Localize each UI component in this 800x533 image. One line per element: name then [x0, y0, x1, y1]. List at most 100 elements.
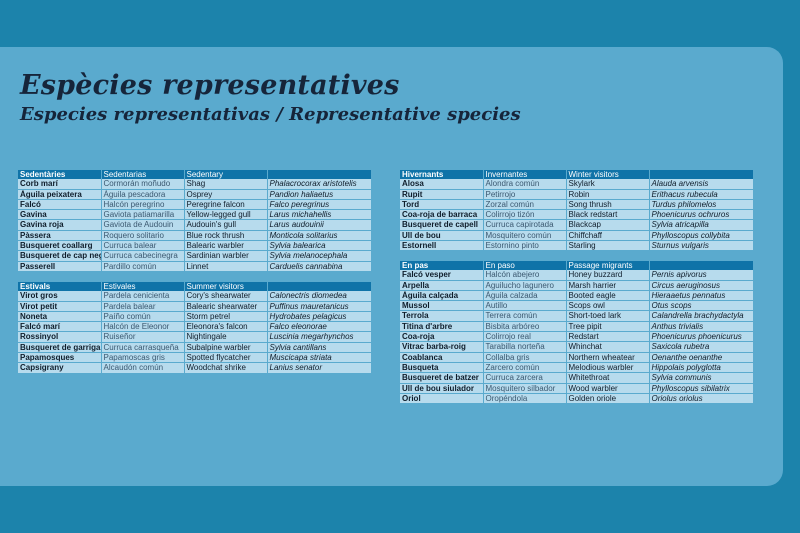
table-row: Busqueret de garriga Curruca carrasqueña S… [18, 342, 372, 354]
catalan-name: Passerell [18, 261, 102, 272]
spanish-name: Pardillo común [101, 261, 185, 272]
spanish-name: Halcón de Eleonor [101, 321, 185, 333]
catalan-name: Virot petit [18, 301, 102, 312]
scientific-name: Lanius senator [267, 362, 372, 374]
scientific-name: Luscinia megarhynchos [267, 331, 372, 343]
table-row: Coablanca Collalba gris Northern wheatear O… [400, 352, 754, 363]
catalan-name: Tord [400, 199, 484, 211]
english-name: Sardinian warbler [184, 250, 268, 262]
catalan-name: Falcó [18, 199, 102, 211]
english-name: Eleonora's falcon [184, 321, 268, 333]
catalan-name: Gavina roja [18, 219, 102, 231]
english-name: Tree pipit [566, 321, 650, 333]
table-row: Ull de bou siulador Mosquitero silbador Wo… [400, 383, 754, 394]
table-row: Falcó vesper Halcón abejero Honey buzzard P… [400, 270, 754, 281]
catalan-name: Vitrac barba-roig [400, 341, 484, 353]
scientific-name: Muscicapa striata [267, 352, 372, 364]
english-name: Chiffchaff [566, 230, 650, 242]
scientific-name: Hippolais polyglotta [649, 362, 754, 374]
spanish-name: Roquero solitario [101, 230, 185, 242]
spanish-name: Tarabilla norteña [483, 341, 567, 353]
table-row: Àguila calçada Águila calzada Booted eagle… [400, 290, 754, 302]
spanish-name: Curruca balear [101, 240, 185, 252]
column-header: Hivernants [400, 170, 484, 180]
english-name: Golden oriole [566, 393, 650, 405]
spanish-name: Águila pescadora [101, 189, 185, 200]
table-row: Pàssera Roquero solitario Blue rock thrush… [18, 230, 372, 242]
spanish-name: Gaviota patiamarilla [101, 209, 185, 221]
catalan-name: Corb marí [18, 179, 102, 190]
catalan-name: Busqueta [400, 362, 484, 374]
table-hivernants: Hivernants Invernantes Winter visitors Alos… [400, 170, 754, 252]
scientific-name: Puffinus mauretanicus [267, 301, 372, 312]
catalan-name: Alosa [400, 179, 484, 190]
spanish-name: Gaviota de Audouin [101, 219, 185, 231]
catalan-name: Falcó vesper [400, 270, 484, 281]
spanish-name: Paíño común [101, 311, 185, 323]
table-row: Coa-roja Colirrojo real Redstart Phoenicuru… [400, 331, 754, 343]
table-row: Corb marí Cormorán moñudo Shag Phalacrocora… [18, 179, 372, 190]
column-header [649, 170, 754, 180]
table-row: Busqueret de cap negreCurruca cabecinegr… [18, 250, 372, 262]
table-row: Busqueta Zarcero común Melodious warbler Hi… [400, 362, 754, 374]
spanish-name: Oropéndola [483, 393, 567, 405]
catalan-name: Busqueret de garriga [18, 342, 102, 354]
scientific-name: Circus aeruginosus [649, 280, 754, 291]
spanish-name: Collalba gris [483, 352, 567, 363]
column-header: Summer visitors [184, 282, 268, 292]
table-row: Mussol Autillo Scops owl Otus scops [400, 300, 754, 312]
table-header-row: En pas En paso Passage migrants [400, 261, 754, 271]
column-header: En paso [483, 261, 567, 271]
catalan-name: Terrola [400, 310, 484, 322]
column-header [649, 261, 754, 271]
english-name: Wood warbler [566, 383, 650, 394]
catalan-name: Mussol [400, 300, 484, 312]
scientific-name: Sylvia communis [649, 372, 754, 384]
english-name: Balearic warbler [184, 240, 268, 252]
column-header: Estivales [101, 282, 185, 292]
column-header [267, 282, 372, 292]
spanish-name: Curruca capirotada [483, 219, 567, 231]
english-name: Nightingale [184, 331, 268, 343]
spanish-name: Papamoscas gris [101, 352, 185, 364]
table-row: Busqueret coallarg Curruca balear Balearic… [18, 240, 372, 252]
spanish-name: Curruca carrasqueña [101, 342, 185, 354]
english-name: Blackcap [566, 219, 650, 231]
table-en-pas: En pas En paso Passage migrants Falcó vespe… [400, 261, 754, 405]
column-header: En pas [400, 261, 484, 271]
table-row: Falcó Halcón peregrino Peregrine falcon Fal… [18, 199, 372, 211]
catalan-name: Rupit [400, 189, 484, 200]
table-row: Papamosques Papamoscas gris Spotted flycat… [18, 352, 372, 364]
english-name: Short-toed lark [566, 310, 650, 322]
scientific-name: Sylvia cantillans [267, 342, 372, 354]
scientific-name: Sturnus vulgaris [649, 240, 754, 252]
english-name: Redstart [566, 331, 650, 343]
english-name: Northern wheatear [566, 352, 650, 363]
english-name: Osprey [184, 189, 268, 200]
english-name: Audouin's gull [184, 219, 268, 231]
scientific-name: Pandion haliaetus [267, 189, 372, 200]
catalan-name: Falcó marí [18, 321, 102, 333]
catalan-name: Papamosques [18, 352, 102, 364]
english-name: Robin [566, 189, 650, 200]
scientific-name: Otus scops [649, 300, 754, 312]
english-name: Skylark [566, 179, 650, 190]
table-row: Arpella Aguilucho lagunero Marsh harrier Ci… [400, 280, 754, 291]
scientific-name: Saxicola rubetra [649, 341, 754, 353]
column-header [267, 170, 372, 180]
scientific-name: Oriolus oriolus [649, 393, 754, 405]
catalan-name: Ull de bou siulador [400, 383, 484, 394]
scientific-name: Hydrobates pelagicus [267, 311, 372, 323]
catalan-name: Busqueret coallarg [18, 240, 102, 252]
catalan-name: Coablanca [400, 352, 484, 363]
column-header: Sedentàries [18, 170, 102, 180]
catalan-name: Virot gros [18, 291, 102, 302]
scientific-name: Monticola solitarius [267, 230, 372, 242]
table-row: Rupit Petirrojo Robin Erithacus rubecula [400, 189, 754, 200]
english-name: Spotted flycatcher [184, 352, 268, 364]
table-row: Oriol Oropéndola Golden oriole Oriolus orio… [400, 393, 754, 405]
scientific-name: Sylvia atricapilla [649, 219, 754, 231]
spanish-name: Ruiseñor [101, 331, 185, 343]
column-header: Sedentary [184, 170, 268, 180]
table-row: Passerell Pardillo común Linnet Carduelis c… [18, 261, 372, 272]
